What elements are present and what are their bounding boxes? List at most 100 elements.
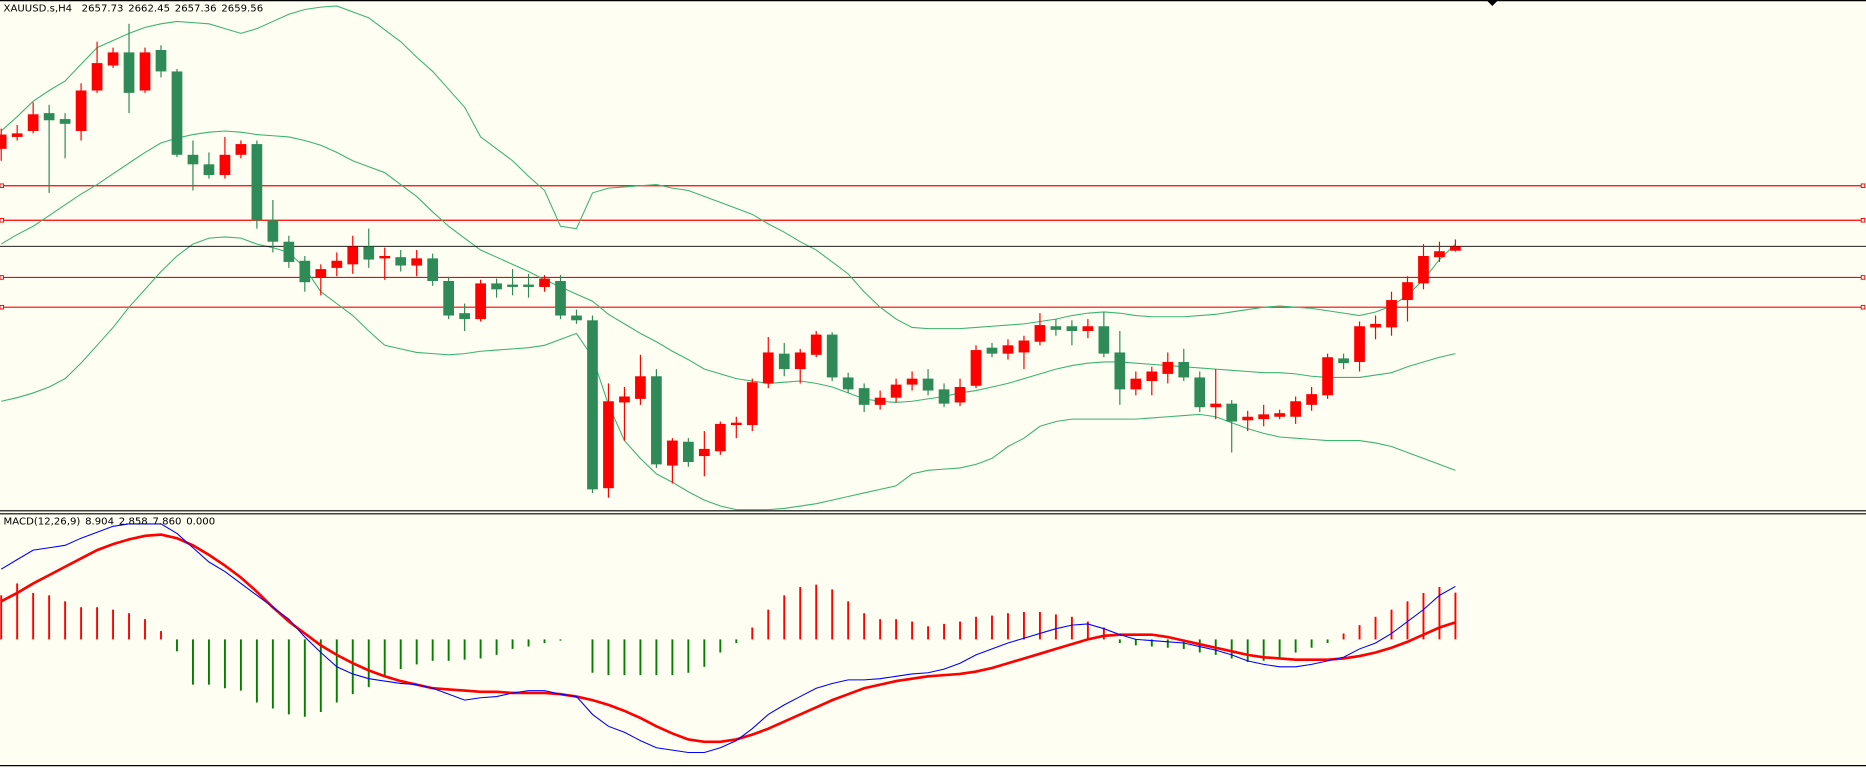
band-upper bbox=[0, 5, 1456, 330]
candle-body bbox=[507, 284, 518, 287]
candle-body bbox=[75, 90, 87, 131]
candle-body bbox=[331, 260, 343, 268]
macd-header: MACD(12,26,9) 8.904 2.858 7.860 0.000 bbox=[4, 517, 216, 528]
candle-body bbox=[1354, 326, 1365, 362]
ohlc-close: 2659.56 bbox=[221, 3, 263, 14]
symbol: XAUUSD.s,H4 bbox=[4, 3, 73, 14]
candle-body bbox=[890, 384, 902, 398]
candle-body bbox=[203, 164, 215, 176]
candle-body bbox=[459, 313, 470, 320]
price-pane bbox=[0, 5, 1866, 511]
candle-body bbox=[651, 376, 662, 465]
candle-body bbox=[778, 353, 790, 370]
candle-body bbox=[986, 347, 998, 354]
candle-body bbox=[1322, 357, 1333, 396]
candle-body bbox=[0, 134, 7, 149]
macd-readout: 7.860 bbox=[153, 517, 182, 528]
candle-body bbox=[1338, 358, 1349, 364]
candle-body bbox=[1098, 326, 1110, 354]
candle-body bbox=[379, 256, 391, 259]
candle-body bbox=[555, 281, 566, 316]
candle-body bbox=[1370, 323, 1381, 328]
level-handle bbox=[1860, 275, 1866, 280]
macd-readout: 2.858 bbox=[119, 517, 148, 528]
candle-body bbox=[43, 113, 55, 121]
candle-body bbox=[139, 52, 151, 91]
candle-body bbox=[235, 144, 247, 155]
macd-line bbox=[0, 523, 1456, 754]
candle-body bbox=[571, 315, 582, 321]
level-handle bbox=[0, 183, 5, 189]
candle-body bbox=[970, 350, 982, 386]
candle-body bbox=[427, 258, 439, 282]
candle-body bbox=[443, 281, 455, 316]
candle-body bbox=[1226, 403, 1238, 422]
candle-body bbox=[171, 71, 183, 155]
candle-body bbox=[155, 50, 167, 72]
candle-body bbox=[954, 386, 966, 403]
symbol-header: XAUUSD.s,H4 2657.73 2662.45 2657.36 2659.56 bbox=[4, 3, 264, 14]
candle-body bbox=[347, 246, 359, 265]
candle-body bbox=[91, 63, 103, 91]
candle-body bbox=[1274, 413, 1286, 417]
candle-body bbox=[1178, 361, 1190, 378]
candle-body bbox=[683, 441, 694, 462]
macd-readout: 0.000 bbox=[186, 517, 215, 528]
candle-body bbox=[11, 133, 23, 137]
candle-body bbox=[267, 220, 279, 242]
candle-body bbox=[922, 378, 934, 391]
candle-body bbox=[794, 352, 806, 370]
ohlc-high: 2662.45 bbox=[128, 3, 170, 14]
level-handle bbox=[1860, 304, 1866, 310]
candle-body bbox=[1290, 401, 1301, 417]
candle-body bbox=[762, 352, 774, 384]
level-handle bbox=[1860, 183, 1866, 189]
candle-body bbox=[1418, 256, 1429, 284]
shift-marker bbox=[1486, 0, 1499, 6]
candle-body bbox=[858, 388, 870, 405]
candle-body bbox=[635, 376, 646, 399]
band-middle bbox=[0, 130, 1456, 403]
macd-readout: 8.904 bbox=[85, 517, 114, 528]
candle-body bbox=[938, 389, 950, 404]
candle-body bbox=[746, 382, 758, 426]
candle-body bbox=[1162, 361, 1174, 374]
signal-line bbox=[0, 533, 1456, 744]
candle-body bbox=[1066, 326, 1078, 332]
candle-body bbox=[906, 378, 918, 385]
candle-body bbox=[315, 269, 327, 278]
candle-body bbox=[523, 284, 534, 287]
candle-body bbox=[730, 422, 742, 426]
candle-body bbox=[714, 423, 726, 452]
candle-body bbox=[27, 114, 39, 131]
candle-body bbox=[1306, 394, 1317, 405]
candle-body bbox=[1130, 378, 1142, 390]
macd-pane bbox=[0, 523, 1457, 754]
candle-body bbox=[1386, 300, 1397, 328]
candle-body bbox=[123, 52, 135, 93]
candle-body bbox=[1018, 340, 1030, 353]
candle-body bbox=[1034, 325, 1046, 342]
candle-body bbox=[539, 278, 550, 287]
candle-body bbox=[219, 154, 231, 176]
candle-body bbox=[395, 257, 407, 266]
candle-body bbox=[283, 241, 295, 262]
candle-body bbox=[874, 397, 886, 405]
candle-body bbox=[810, 334, 822, 355]
candle-body bbox=[1258, 414, 1270, 420]
candle-body bbox=[187, 154, 199, 165]
candle-body bbox=[107, 52, 119, 66]
level-handle bbox=[0, 218, 5, 223]
level-handle bbox=[1860, 218, 1866, 223]
candle-body bbox=[1146, 371, 1158, 382]
candle-body bbox=[1050, 326, 1062, 330]
candle-body bbox=[587, 320, 598, 490]
level-handle bbox=[0, 304, 5, 310]
macd-title: MACD(12,26,9) bbox=[4, 517, 81, 528]
candle-body bbox=[698, 448, 710, 457]
candle-body bbox=[1450, 246, 1461, 251]
candle-body bbox=[491, 283, 502, 290]
ohlc-open: 2657.73 bbox=[82, 3, 124, 14]
